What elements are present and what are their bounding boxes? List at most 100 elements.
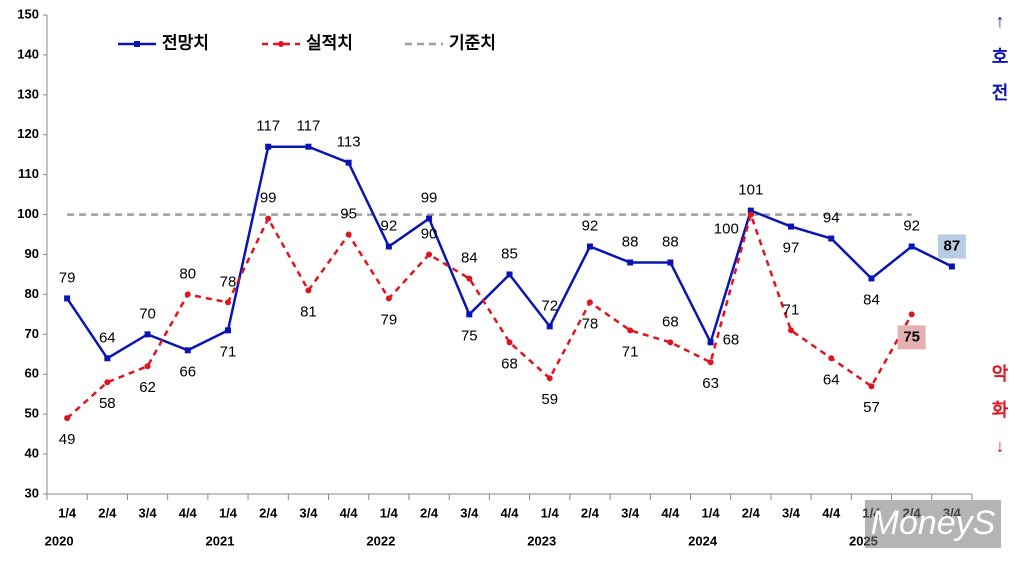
- x-tick-label: 2/4: [98, 505, 117, 520]
- marker: [546, 375, 553, 382]
- x-tick-label: 3/4: [621, 505, 640, 520]
- marker: [184, 291, 191, 298]
- y-tick-label: 140: [17, 46, 39, 61]
- data-label: 100: [714, 221, 739, 238]
- data-label: 92: [903, 217, 920, 234]
- side-label: 호: [992, 47, 1009, 67]
- x-tick-label: 3/4: [460, 505, 479, 520]
- data-label: 75: [461, 327, 478, 344]
- marker: [948, 263, 955, 270]
- marker: [546, 323, 553, 330]
- legend-label: 실적치: [306, 33, 353, 52]
- data-label: 78: [220, 273, 237, 290]
- side-label: 악: [992, 364, 1009, 384]
- data-label: 75: [903, 328, 920, 345]
- y-tick-label: 90: [25, 246, 39, 261]
- x-tick-label: 4/4: [500, 505, 519, 520]
- marker: [586, 243, 593, 250]
- x-tick-label: 3/4: [139, 505, 158, 520]
- legend-label: 기준치: [449, 33, 496, 52]
- brand-box: [865, 500, 1001, 548]
- data-label: 62: [139, 379, 156, 396]
- data-label: 71: [220, 343, 237, 360]
- marker: [426, 215, 433, 222]
- marker: [868, 275, 875, 282]
- y-tick-label: 100: [17, 206, 39, 221]
- y-tick-label: 60: [25, 366, 39, 381]
- marker: [144, 331, 151, 338]
- marker: [385, 295, 392, 302]
- data-label: 94: [823, 210, 840, 227]
- marker: [667, 339, 674, 346]
- marker: [224, 299, 231, 306]
- data-label: 49: [59, 431, 76, 448]
- legend-marker: [134, 41, 140, 47]
- year-label: 2020: [45, 533, 74, 548]
- label-box: [897, 325, 926, 350]
- data-label: 68: [501, 355, 518, 372]
- marker: [586, 299, 593, 306]
- marker: [667, 259, 674, 266]
- marker: [305, 287, 312, 294]
- x-tick-label: 1/4: [702, 505, 721, 520]
- data-label: 79: [59, 269, 76, 286]
- marker: [707, 339, 714, 346]
- data-label: 80: [179, 265, 196, 282]
- data-label: 84: [863, 291, 880, 308]
- data-label: 64: [823, 371, 840, 388]
- data-label: 84: [461, 249, 478, 266]
- label-box: [937, 234, 966, 259]
- legend-marker: [278, 41, 284, 47]
- marker: [265, 143, 272, 150]
- data-label: 99: [421, 190, 438, 207]
- marker: [466, 275, 473, 282]
- data-label: 95: [340, 206, 357, 223]
- marker: [868, 383, 875, 390]
- year-label: 2024: [688, 533, 718, 548]
- data-label: 88: [622, 233, 639, 250]
- x-tick-label: 1/4: [219, 505, 238, 520]
- data-label: 117: [296, 118, 320, 135]
- x-tick-label: 1/4: [541, 505, 560, 520]
- x-tick-label: 4/4: [340, 505, 359, 520]
- y-tick-label: 80: [25, 286, 39, 301]
- data-label: 117: [256, 118, 280, 135]
- marker: [788, 327, 795, 334]
- x-tick-label: 4/4: [179, 505, 198, 520]
- data-label: 59: [541, 391, 558, 408]
- data-label: 72: [541, 297, 558, 314]
- side-label: ↑: [996, 11, 1005, 31]
- y-tick-label: 110: [18, 166, 39, 181]
- marker: [104, 379, 111, 386]
- data-label: 71: [783, 301, 800, 318]
- data-label: 99: [260, 190, 277, 207]
- x-tick-label: 4/4: [822, 505, 841, 520]
- year-label: 2021: [206, 533, 235, 548]
- data-label: 78: [582, 315, 599, 332]
- x-tick-label: 3/4: [299, 505, 318, 520]
- marker: [747, 207, 754, 214]
- marker: [707, 359, 714, 366]
- data-label: 66: [179, 363, 196, 380]
- data-label: 70: [139, 305, 156, 322]
- data-label: 87: [944, 237, 961, 254]
- side-label: ↓: [996, 436, 1005, 456]
- data-label: 57: [863, 399, 880, 416]
- data-label: 88: [662, 233, 679, 250]
- data-label: 113: [337, 134, 361, 151]
- x-tick-label: 2/4: [742, 505, 761, 520]
- marker: [627, 327, 634, 334]
- data-label: 71: [622, 343, 639, 360]
- marker: [345, 231, 352, 238]
- year-label: 2023: [527, 533, 556, 548]
- data-label: 58: [99, 395, 116, 412]
- data-label: 101: [738, 182, 763, 199]
- marker: [627, 259, 634, 266]
- marker: [908, 243, 915, 250]
- marker: [265, 215, 272, 222]
- x-tick-label: 2/4: [581, 505, 600, 520]
- data-label: 85: [501, 245, 518, 262]
- legend-label: 전망치: [162, 33, 209, 52]
- marker: [104, 355, 111, 362]
